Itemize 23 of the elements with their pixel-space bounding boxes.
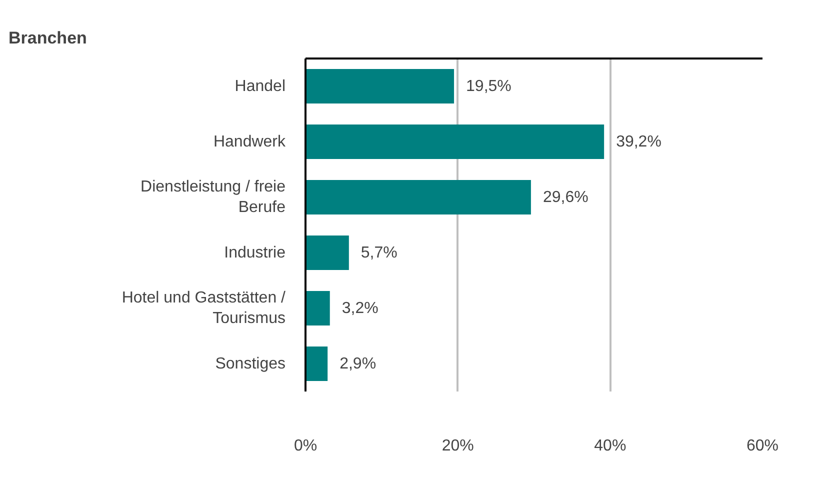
- bar: [306, 236, 349, 270]
- data-label: 3,2%: [342, 300, 378, 317]
- y-tick-label: Handel: [234, 78, 286, 95]
- x-tick-label: 20%: [442, 438, 474, 454]
- bar: [306, 291, 330, 326]
- bar: [306, 180, 531, 214]
- y-tick-label: Industrie: [224, 244, 286, 262]
- data-label: 2,9%: [340, 355, 376, 372]
- y-tick-label: Sonstiges: [215, 355, 286, 372]
- y-tick-label: Handwerk: [213, 133, 286, 150]
- bar: [306, 124, 604, 159]
- text: Branchen: [8, 28, 87, 48]
- y-tick-label: Hotel und Gaststätten / Tourismus: [122, 290, 286, 327]
- data-label: 39,2%: [616, 133, 662, 150]
- x-tick-label: 40%: [594, 438, 626, 454]
- x-tick-label: 0%: [294, 438, 318, 454]
- y-tick-label: Dienstleistung / freie Berufe: [140, 178, 286, 216]
- bar: [306, 346, 328, 381]
- x-tick-label: 60%: [746, 438, 779, 454]
- data-label: 5,7%: [360, 244, 398, 262]
- bar: [306, 69, 454, 104]
- data-label: 19,5%: [466, 78, 512, 95]
- data-label: 29,6%: [542, 188, 588, 206]
